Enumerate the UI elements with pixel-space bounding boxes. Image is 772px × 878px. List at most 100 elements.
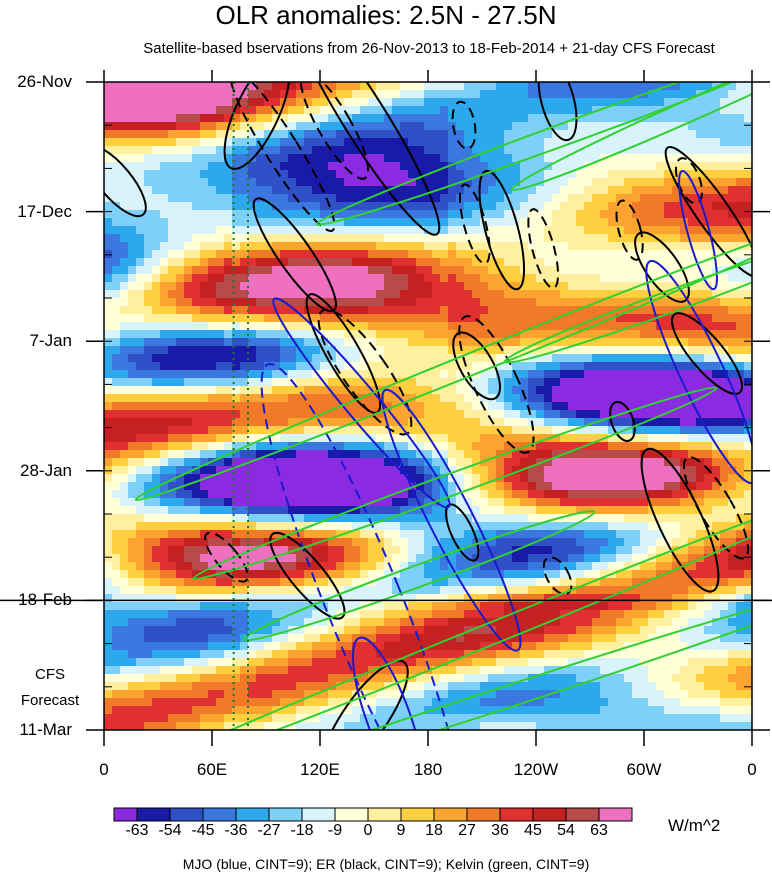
olr-cell — [160, 554, 168, 562]
olr-cell — [632, 258, 640, 266]
olr-cell — [336, 426, 344, 434]
olr-cell — [608, 266, 616, 274]
olr-cell — [480, 234, 488, 242]
olr-cell — [520, 282, 528, 290]
olr-cell — [176, 274, 184, 282]
olr-cell — [320, 394, 328, 402]
olr-cell — [472, 282, 480, 290]
olr-cell — [192, 242, 200, 250]
olr-cell — [168, 394, 176, 402]
olr-cell — [584, 530, 592, 538]
olr-cell — [192, 282, 200, 290]
olr-cell — [456, 530, 464, 538]
olr-cell — [464, 394, 472, 402]
olr-cell — [296, 546, 304, 554]
olr-cell — [440, 450, 448, 458]
olr-cell — [232, 186, 240, 194]
olr-cell — [200, 114, 208, 122]
olr-cell — [224, 266, 232, 274]
olr-cell — [240, 242, 248, 250]
olr-cell — [272, 82, 280, 90]
olr-cell — [656, 82, 664, 90]
olr-cell — [432, 218, 440, 226]
olr-cell — [352, 90, 360, 98]
olr-cell — [632, 370, 640, 378]
olr-cell — [232, 250, 240, 258]
olr-cell — [448, 306, 456, 314]
olr-cell — [680, 314, 688, 322]
olr-cell — [712, 490, 720, 498]
olr-cell — [152, 178, 160, 186]
olr-cell — [112, 546, 120, 554]
olr-cell — [472, 514, 480, 522]
olr-cell — [224, 202, 232, 210]
olr-cell — [544, 506, 552, 514]
olr-cell — [296, 114, 304, 122]
olr-cell — [280, 522, 288, 530]
olr-cell — [192, 442, 200, 450]
olr-cell — [544, 378, 552, 386]
olr-cell — [608, 298, 616, 306]
olr-cell — [608, 346, 616, 354]
olr-cell — [112, 330, 120, 338]
olr-cell — [304, 114, 312, 122]
olr-cell — [176, 498, 184, 506]
olr-cell — [712, 538, 720, 546]
olr-cell — [112, 570, 120, 578]
olr-cell — [712, 234, 720, 242]
olr-cell — [128, 418, 136, 426]
olr-cell — [392, 450, 400, 458]
olr-cell — [200, 570, 208, 578]
olr-cell — [192, 186, 200, 194]
olr-cell — [392, 442, 400, 450]
olr-cell — [496, 426, 504, 434]
olr-cell — [560, 322, 568, 330]
olr-cell — [432, 490, 440, 498]
olr-cell — [440, 210, 448, 218]
olr-cell — [392, 178, 400, 186]
olr-cell — [248, 530, 256, 538]
olr-cell — [584, 106, 592, 114]
olr-cell — [360, 362, 368, 370]
olr-cell — [728, 274, 736, 282]
olr-cell — [648, 138, 656, 146]
olr-cell — [304, 178, 312, 186]
olr-cell — [152, 322, 160, 330]
olr-cell — [112, 146, 120, 154]
olr-cell — [728, 410, 736, 418]
olr-cell — [536, 554, 544, 562]
olr-cell — [152, 82, 160, 90]
olr-cell — [408, 394, 416, 402]
olr-cell — [376, 130, 384, 138]
olr-cell — [440, 322, 448, 330]
olr-cell — [456, 234, 464, 242]
olr-cell — [248, 322, 256, 330]
olr-cell — [616, 354, 624, 362]
olr-cell — [440, 474, 448, 482]
olr-cell — [440, 314, 448, 322]
olr-cell — [424, 162, 432, 170]
olr-cell — [448, 234, 456, 242]
olr-cell — [456, 210, 464, 218]
olr-cell — [440, 386, 448, 394]
olr-cell — [360, 162, 368, 170]
olr-cell — [368, 106, 376, 114]
olr-cell — [496, 322, 504, 330]
olr-cell — [248, 506, 256, 514]
olr-cell — [288, 98, 296, 106]
olr-cell — [672, 402, 680, 410]
olr-cell — [504, 394, 512, 402]
olr-cell — [616, 314, 624, 322]
olr-cell — [344, 90, 352, 98]
olr-cell — [720, 242, 728, 250]
olr-cell — [192, 194, 200, 202]
olr-cell — [656, 562, 664, 570]
olr-cell — [608, 378, 616, 386]
olr-cell — [488, 562, 496, 570]
olr-cell — [200, 562, 208, 570]
olr-cell — [160, 162, 168, 170]
olr-cell — [736, 458, 744, 466]
olr-cell — [176, 426, 184, 434]
olr-cell — [424, 90, 432, 98]
olr-cell — [232, 362, 240, 370]
